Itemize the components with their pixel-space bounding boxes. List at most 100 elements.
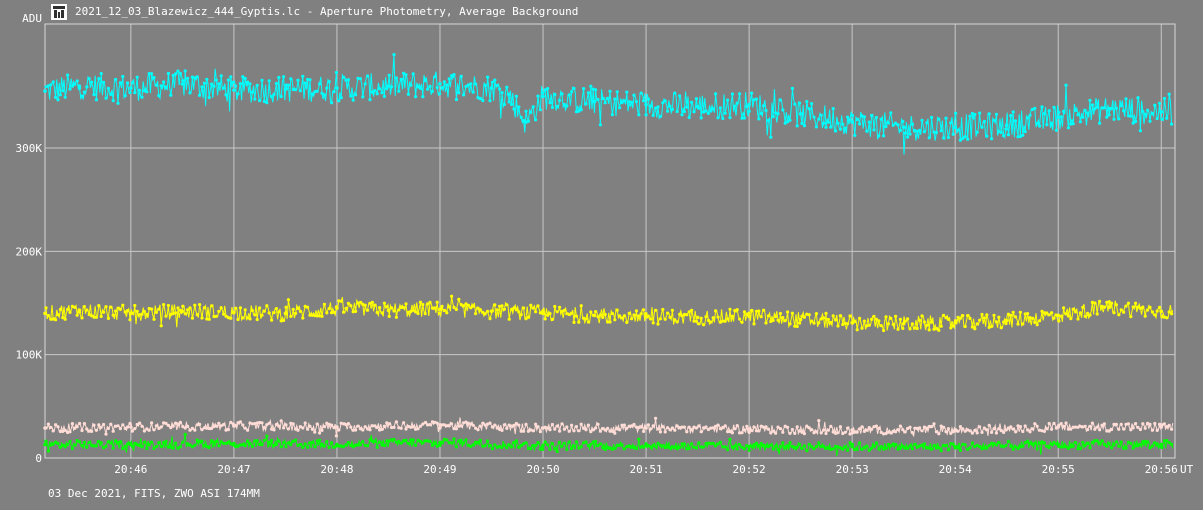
data-point [594, 88, 598, 92]
data-point [392, 53, 396, 57]
data-point [510, 445, 514, 449]
data-point [512, 441, 516, 445]
data-point [1122, 109, 1126, 113]
data-point [992, 118, 996, 123]
data-point [1088, 98, 1092, 102]
data-point [500, 91, 504, 95]
data-point [162, 303, 166, 307]
data-point [987, 112, 991, 116]
data-point [1119, 440, 1123, 444]
data-point [1086, 111, 1090, 115]
data-point [1117, 427, 1121, 431]
data-point [949, 326, 953, 330]
data-point [375, 425, 379, 429]
data-point [522, 429, 526, 433]
data-point [939, 129, 943, 133]
data-point [630, 100, 634, 104]
data-point [469, 82, 473, 86]
data-point [1028, 441, 1032, 445]
data-point [598, 429, 603, 433]
y-axis-label: ADU [22, 12, 42, 25]
data-point [154, 444, 158, 449]
data-point [474, 312, 478, 316]
data-point [678, 426, 682, 430]
data-point [286, 298, 290, 302]
data-point [97, 77, 101, 81]
data-point [394, 76, 398, 80]
data-point [1026, 116, 1030, 120]
data-point [1052, 316, 1056, 320]
data-point [1074, 425, 1078, 429]
data-point [942, 425, 946, 429]
data-point [1153, 421, 1157, 426]
data-point [1124, 446, 1128, 450]
data-point [260, 443, 264, 447]
data-point [382, 94, 386, 98]
data-point [663, 317, 667, 321]
data-point [471, 304, 475, 308]
data-point [111, 313, 115, 317]
data-point [198, 439, 202, 443]
data-point [111, 99, 115, 103]
data-point [421, 422, 425, 426]
data-point [1023, 130, 1027, 134]
data-point [1107, 441, 1111, 445]
data-point [409, 438, 413, 442]
data-point [51, 317, 55, 321]
data-point [49, 83, 53, 87]
data-point [260, 421, 264, 425]
data-point [1071, 307, 1075, 311]
series-value-point [541, 443, 545, 448]
data-point [1138, 306, 1142, 310]
series-value-point [386, 308, 391, 313]
data-point [375, 445, 379, 449]
data-point [709, 320, 713, 324]
data-point [534, 310, 538, 314]
data-point [958, 448, 963, 452]
data-point [529, 447, 533, 451]
data-point [865, 428, 869, 432]
data-point [692, 110, 696, 114]
data-point [238, 443, 242, 447]
data-point [133, 303, 137, 308]
data-point [908, 132, 912, 136]
data-point [819, 431, 823, 435]
data-point [1158, 101, 1162, 105]
data-point [918, 444, 922, 448]
data-point [610, 429, 615, 433]
data-point [1050, 427, 1054, 431]
data-point [51, 80, 55, 84]
series-value-point [1004, 123, 1009, 128]
data-point [598, 442, 603, 446]
data-point [966, 137, 970, 141]
data-point [778, 427, 783, 431]
data-point [411, 308, 415, 312]
data-point [1002, 134, 1006, 138]
data-point [1160, 445, 1164, 450]
data-point [78, 440, 82, 444]
data-point [841, 322, 845, 327]
data-point [1119, 422, 1123, 426]
data-point [860, 425, 864, 429]
data-point [44, 439, 48, 443]
data-point [128, 421, 132, 426]
data-point [762, 104, 766, 108]
data-point [1134, 422, 1138, 426]
data-point [1023, 424, 1027, 428]
data-point [313, 445, 317, 449]
data-point [1143, 112, 1147, 116]
data-point [620, 423, 624, 427]
data-point [1162, 315, 1166, 319]
data-point [918, 426, 922, 430]
data-point [858, 122, 862, 126]
data-point [750, 428, 754, 433]
series-value-point [592, 313, 597, 318]
data-point [80, 94, 84, 98]
data-point [236, 317, 240, 322]
data-point [157, 426, 161, 430]
series-value-point [798, 317, 803, 322]
data-point [826, 446, 831, 450]
data-point [476, 306, 480, 310]
data-point [990, 137, 994, 141]
data-point [894, 430, 898, 434]
